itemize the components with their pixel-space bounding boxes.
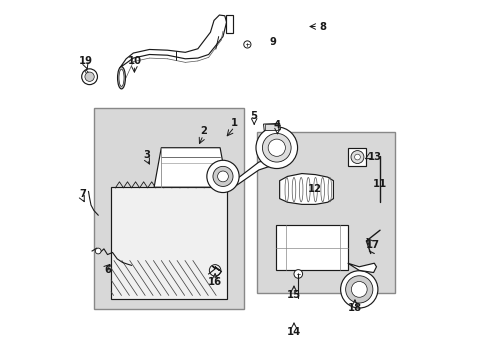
Polygon shape <box>276 225 348 270</box>
Circle shape <box>206 160 239 193</box>
Ellipse shape <box>119 69 124 86</box>
Circle shape <box>217 171 228 182</box>
Text: 10: 10 <box>127 56 141 66</box>
Circle shape <box>212 166 233 186</box>
Circle shape <box>267 139 285 156</box>
Polygon shape <box>225 15 233 33</box>
Polygon shape <box>347 263 376 273</box>
Polygon shape <box>154 148 227 187</box>
Polygon shape <box>111 187 226 299</box>
Text: 6: 6 <box>104 265 111 275</box>
Circle shape <box>262 134 290 162</box>
Circle shape <box>85 72 94 81</box>
Text: 9: 9 <box>268 37 275 46</box>
Text: 15: 15 <box>286 291 301 301</box>
Text: 2: 2 <box>200 126 206 136</box>
Text: 16: 16 <box>207 277 222 287</box>
Text: 7: 7 <box>79 189 86 199</box>
Ellipse shape <box>117 67 125 89</box>
Circle shape <box>351 282 366 297</box>
Circle shape <box>255 127 297 168</box>
Polygon shape <box>279 174 333 204</box>
Bar <box>94 108 244 309</box>
Circle shape <box>350 150 363 163</box>
Polygon shape <box>348 148 366 166</box>
Circle shape <box>293 270 302 278</box>
Bar <box>257 132 394 293</box>
Text: 3: 3 <box>143 150 150 160</box>
Circle shape <box>354 154 360 160</box>
Bar <box>265 125 277 130</box>
Text: 1: 1 <box>230 118 238 128</box>
Text: 13: 13 <box>366 152 381 162</box>
Circle shape <box>345 276 372 303</box>
Circle shape <box>95 248 101 254</box>
Polygon shape <box>263 123 280 131</box>
Circle shape <box>81 69 97 85</box>
Text: 5: 5 <box>250 111 257 121</box>
Text: 4: 4 <box>273 121 281 130</box>
Polygon shape <box>120 15 226 89</box>
Text: 17: 17 <box>365 240 379 250</box>
Text: 18: 18 <box>347 303 361 314</box>
Circle shape <box>340 271 377 308</box>
Circle shape <box>244 41 250 48</box>
Text: 8: 8 <box>319 22 325 32</box>
Text: 19: 19 <box>79 56 93 66</box>
Polygon shape <box>229 159 269 190</box>
Text: 12: 12 <box>307 184 321 194</box>
Text: 14: 14 <box>286 327 301 337</box>
Text: 11: 11 <box>372 179 386 189</box>
Polygon shape <box>85 70 88 74</box>
